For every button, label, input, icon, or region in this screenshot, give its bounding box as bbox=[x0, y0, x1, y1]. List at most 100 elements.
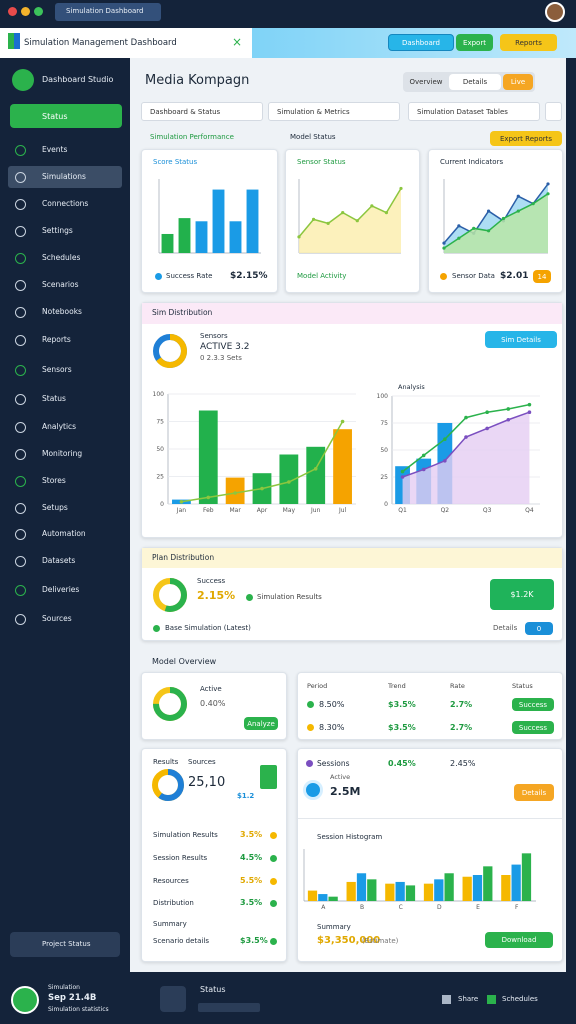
bar bbox=[333, 429, 352, 504]
button[interactable]: Export Reports bbox=[490, 131, 562, 146]
dot bbox=[306, 760, 313, 767]
filter[interactable]: Simulation Dataset Tables bbox=[408, 102, 540, 121]
nav-active[interactable]: Status bbox=[10, 104, 122, 128]
nav-item[interactable]: Monitoring bbox=[42, 449, 83, 458]
nav-item[interactable]: Deliveries bbox=[42, 585, 80, 594]
label: Success bbox=[197, 577, 226, 585]
panel-header bbox=[142, 548, 562, 568]
tab[interactable]: Live bbox=[503, 74, 533, 90]
value: 0.40% bbox=[200, 699, 226, 708]
x-tick-label: A bbox=[321, 904, 326, 911]
legend-dot bbox=[440, 273, 447, 280]
button[interactable]: Reports bbox=[500, 34, 557, 51]
nav-item[interactable]: Setups bbox=[42, 503, 68, 512]
x-tick-label: May bbox=[283, 507, 296, 514]
legend-dot bbox=[155, 273, 162, 280]
button[interactable]: Analyze bbox=[244, 717, 278, 730]
panel-title: Sim Distribution bbox=[152, 308, 213, 317]
donut-arc bbox=[153, 334, 187, 368]
nav-icon bbox=[15, 365, 26, 376]
nav-item[interactable]: Status bbox=[42, 394, 66, 403]
point bbox=[287, 480, 291, 484]
nav-item[interactable]: Notebooks bbox=[42, 307, 82, 316]
nav-item[interactable]: Sources bbox=[42, 614, 72, 623]
x-tick-label: Jan bbox=[176, 507, 186, 514]
row-label: Session Results bbox=[153, 854, 208, 862]
filter[interactable]: Dashboard & Status bbox=[141, 102, 263, 121]
dot bbox=[307, 701, 314, 708]
nav-highlight bbox=[8, 166, 122, 188]
button[interactable]: Export bbox=[456, 34, 493, 51]
close[interactable]: × bbox=[232, 35, 243, 49]
panel-title: Plan Distribution bbox=[152, 553, 215, 562]
point bbox=[233, 491, 237, 495]
tab[interactable]: Sources bbox=[188, 758, 216, 766]
row-label: Simulation Results bbox=[153, 831, 218, 839]
value: ACTIVE 3.2 bbox=[200, 342, 250, 352]
tab[interactable] bbox=[55, 3, 161, 21]
bar bbox=[198, 410, 218, 504]
nav-icon bbox=[15, 145, 26, 156]
nav-item[interactable]: Automation bbox=[42, 529, 86, 538]
tab[interactable]: Overview bbox=[409, 78, 443, 86]
nav-item[interactable]: Reports bbox=[42, 335, 71, 344]
legend: Simulation Results bbox=[257, 593, 322, 601]
logo bbox=[8, 33, 20, 49]
filter[interactable]: Simulation & Metrics bbox=[268, 102, 400, 121]
nav-item[interactable]: Stores bbox=[42, 476, 66, 485]
x-tick-label: Apr bbox=[257, 507, 268, 514]
nav-item[interactable]: Sensors bbox=[42, 365, 72, 374]
nav-icon bbox=[15, 614, 26, 625]
divider bbox=[298, 818, 562, 819]
nav-item[interactable]: Analytics bbox=[42, 422, 77, 431]
nav-item[interactable]: Datasets bbox=[42, 556, 76, 565]
row-value: 3.5% bbox=[240, 830, 263, 839]
value: $3.5% bbox=[240, 936, 268, 945]
filter-icon[interactable] bbox=[545, 102, 562, 121]
button[interactable]: Download bbox=[485, 932, 553, 948]
tab[interactable]: Details bbox=[449, 74, 501, 90]
bar bbox=[306, 446, 326, 504]
point bbox=[297, 235, 301, 239]
link[interactable]: Details bbox=[493, 624, 518, 632]
value: 2.45% bbox=[450, 759, 476, 768]
bar bbox=[212, 189, 225, 253]
nav-item[interactable]: Simulations bbox=[42, 172, 86, 181]
nav-item[interactable]: Settings bbox=[42, 226, 73, 235]
donut bbox=[153, 687, 187, 721]
card-title: Sensor Status bbox=[297, 158, 346, 166]
main-title: Media Kompagn bbox=[145, 73, 250, 88]
button[interactable]: $1.2K bbox=[490, 579, 554, 610]
line bbox=[443, 183, 549, 244]
dot bbox=[270, 938, 277, 945]
dot bbox=[34, 7, 43, 16]
row-value: 3.5% bbox=[240, 898, 263, 907]
tab[interactable]: Results bbox=[153, 758, 179, 766]
point bbox=[546, 192, 550, 196]
action[interactable]: Share bbox=[458, 995, 479, 1003]
section-label: Simulation Performance bbox=[150, 133, 234, 141]
button[interactable]: Dashboard bbox=[388, 34, 454, 51]
nav-item[interactable]: Schedules bbox=[42, 253, 81, 262]
value: 25,10 bbox=[188, 775, 226, 790]
dot bbox=[8, 7, 17, 16]
donut bbox=[152, 769, 184, 801]
row-label: Resources bbox=[153, 877, 189, 885]
point bbox=[260, 486, 264, 491]
row-value: 4.5% bbox=[240, 853, 263, 862]
nav-icon bbox=[15, 449, 26, 460]
nav-item[interactable]: Scenarios bbox=[42, 280, 79, 289]
y-tick-label: 50 bbox=[156, 446, 164, 453]
bar bbox=[318, 894, 328, 901]
button[interactable]: Sim Details bbox=[485, 331, 557, 348]
action[interactable]: Schedules bbox=[502, 995, 538, 1003]
area bbox=[402, 412, 530, 504]
donut-arc bbox=[153, 578, 187, 612]
button[interactable]: Details bbox=[514, 784, 554, 801]
card-title: Current Indicators bbox=[440, 158, 504, 166]
x-tick-label: Q2 bbox=[441, 507, 450, 514]
nav-item[interactable]: Connections bbox=[42, 199, 89, 208]
nav-item[interactable]: Events bbox=[42, 145, 68, 154]
avatar bbox=[11, 986, 39, 1014]
